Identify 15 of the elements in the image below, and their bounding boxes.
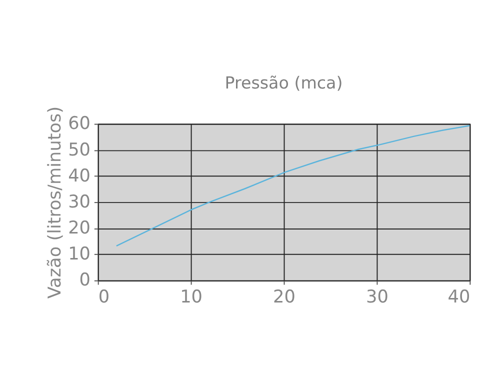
- y-tick-label: 30: [68, 192, 91, 212]
- line-series: [116, 124, 470, 247]
- y-tick-label: 10: [68, 244, 91, 265]
- x-tick-label: 30: [366, 287, 388, 308]
- x-tick-label: 10: [180, 287, 203, 308]
- x-tick-label: 20: [273, 287, 296, 308]
- y-tick-label: 20: [68, 218, 91, 239]
- y-axis-title: Vazão (litros/minutos): [45, 106, 66, 299]
- y-tick-label: 60: [68, 114, 91, 134]
- x-tick-label: 40: [448, 287, 470, 308]
- x-tick-label: 0: [98, 287, 110, 308]
- y-tick-label: 40: [68, 166, 91, 186]
- y-tick-label: 0: [79, 270, 91, 291]
- y-tick-label: 50: [68, 140, 91, 160]
- chart-title: Pressão (mca): [224, 73, 343, 92]
